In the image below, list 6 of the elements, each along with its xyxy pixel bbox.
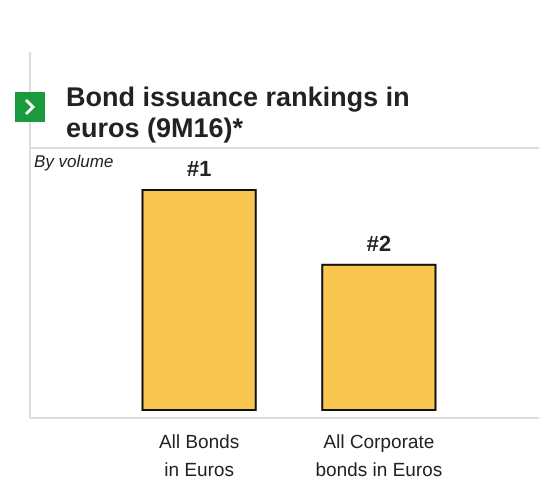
chart-subtitle: By volume	[34, 152, 114, 171]
annotation: #2	[366, 230, 392, 256]
x-tick-label: All Corporate bonds in Euros	[316, 432, 442, 481]
x-tick-label: All Bonds in Euros	[158, 432, 240, 481]
chart-title: Bond issuance rankings in euros (9M16)*	[66, 82, 410, 143]
annotation: #1	[186, 156, 212, 181]
